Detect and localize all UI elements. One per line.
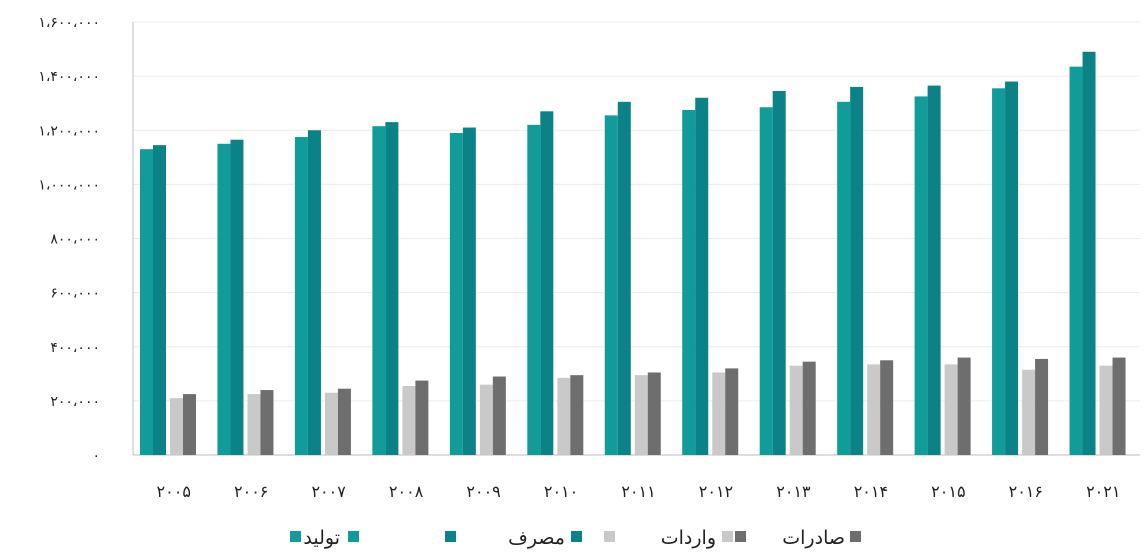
bar-saderat [1112,357,1126,455]
y-tick-label: ۰ [92,448,100,464]
bar-masraf [617,101,631,455]
bar-tolid [837,101,851,455]
x-tick-label: ۲۰۰۶ [234,482,268,501]
bar-varedat [712,372,726,455]
legend-swatch [735,531,746,542]
bar-tolid [682,109,696,455]
bar-tolid [217,143,231,455]
bar-saderat [1035,358,1049,455]
bar-saderat [415,380,429,455]
y-tick-label: ۱،۰۰۰،۰۰۰ [38,177,100,193]
bar-varedat [170,398,183,455]
bar-saderat [880,360,894,455]
legend-swatch [722,531,733,542]
bar-tolid [294,137,308,455]
x-tick-label: ۲۰۱۳ [776,482,811,501]
legend-swatch [290,531,301,542]
bar-tolid [759,107,773,455]
bar-varedat [479,384,493,455]
bar-saderat [725,368,739,455]
x-tick-label: ۲۰۰۷ [311,482,346,501]
y-tick-label: ۴۰۰،۰۰۰ [50,340,100,356]
y-tick-label: ۲۰۰،۰۰۰ [50,394,100,410]
legend-swatch [850,531,861,542]
legend-swatch [445,531,456,542]
bar-tolid [992,88,1006,455]
bar-saderat [337,388,351,455]
bar-varedat [867,364,881,455]
x-tick-label: ۲۰۰۵ [157,482,191,501]
legend-swatch [571,531,582,542]
bar-tolid [140,149,153,455]
legend-swatch [604,531,615,542]
bar-tolid [1069,66,1083,455]
bar-masraf [850,86,864,455]
bar-saderat [183,394,196,455]
bar-masraf [540,111,554,456]
x-tick-label: ۲۰۱۲ [699,482,733,501]
bar-masraf [462,127,476,455]
bar-saderat [647,372,661,455]
bar-varedat [634,375,648,455]
bar-tolid [604,115,618,455]
legend-label: واردات [661,527,716,549]
bar-masraf [153,145,166,455]
bar-masraf [307,130,321,455]
x-tick-label: ۲۰۱۴ [854,482,888,501]
bar-masraf [695,97,709,456]
bar-saderat [957,357,971,455]
bar-saderat [492,376,506,455]
bar-saderat [802,361,816,455]
bar-tolid [914,96,928,455]
bar-masraf [772,91,786,456]
bar-varedat [324,392,338,455]
bar-varedat [1022,369,1036,455]
bar-tolid [449,132,463,456]
bar-varedat [789,365,803,455]
bar-saderat [260,390,274,455]
legend-swatch [348,531,359,542]
y-tick-label: ۶۰۰،۰۰۰ [50,286,100,302]
y-tick-label: ۱،۴۰۰،۰۰۰ [38,69,100,85]
bar-varedat [1099,365,1113,455]
y-tick-label: ۸۰۰،۰۰۰ [50,232,100,248]
legend-label: تولید [303,527,340,549]
bar-tolid [372,126,386,456]
bar-masraf [927,85,941,456]
x-tick-label: ۲۰۱۰ [544,482,578,501]
bar-masraf [230,139,244,456]
x-tick-label: ۲۰۱۶ [1009,482,1043,501]
bar-saderat [570,375,584,455]
bar-varedat [944,364,958,455]
x-tick-label: ۲۰۰۹ [466,482,500,501]
y-tick-label: ۱،۲۰۰،۰۰۰ [38,123,100,139]
bar-varedat [557,377,571,455]
x-tick-label: ۲۰۲۱ [1086,482,1120,501]
bar-masraf [385,122,399,455]
legend-label: مصرف [508,527,565,549]
bar-varedat [402,385,416,455]
x-tick-label: ۲۰۱۱ [621,482,655,501]
legend-label: صادرات [782,527,845,549]
bar-tolid [527,124,541,456]
y-tick-label: ۱،۶۰۰،۰۰۰ [38,15,100,31]
x-tick-label: ۲۰۱۵ [931,482,965,501]
x-tick-label: ۲۰۰۸ [389,482,424,501]
bar-varedat [247,394,261,455]
bar-masraf [1005,81,1019,455]
bar-masraf [1082,51,1096,456]
